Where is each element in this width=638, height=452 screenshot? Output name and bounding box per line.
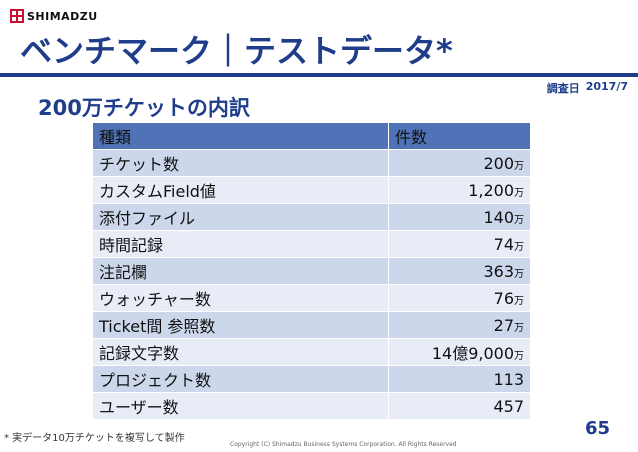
survey-date-label: 調査日 — [546, 82, 580, 95]
row-value-number: 140 — [483, 207, 514, 227]
row-label: チケット数 — [92, 149, 389, 177]
column-header-count: 件数 — [388, 122, 531, 150]
row-value-number: 1,200 — [468, 180, 514, 200]
row-value-number: 74 — [493, 234, 514, 254]
table-row: カスタムField値 1,200万 — [92, 176, 531, 204]
logo-text: SHIMADZU — [27, 9, 98, 23]
footnote: * 実データ10万チケットを複写して製作 — [4, 433, 185, 444]
row-value-unit: 万 — [514, 241, 524, 253]
table-row: 時間記録 74万 — [92, 230, 531, 258]
copyright-notice: Copyright (C) Shimadzu Business Systems … — [230, 441, 457, 448]
table-header-row: 種類 件数 — [92, 122, 531, 150]
slide-subtitle: 200万チケットの内訳 — [38, 96, 250, 120]
row-label: プロジェクト数 — [92, 365, 389, 393]
row-value-unit: 万 — [514, 295, 524, 307]
table-row: プロジェクト数 113 — [92, 365, 531, 393]
slide-title: ベンチマーク｜テストデータ* — [20, 32, 453, 70]
row-value-number: 457 — [493, 396, 524, 416]
shimadzu-logo-icon — [10, 9, 24, 23]
breakdown-table: 種類 件数 チケット数 200万 カスタムField値 1,200万 添付ファイル 140… — [92, 122, 531, 420]
row-value-number: 200 — [483, 153, 514, 173]
row-value: 76万 — [388, 284, 531, 312]
row-value: 14億9,000万 — [388, 338, 531, 366]
row-label: 添付ファイル — [92, 203, 389, 231]
survey-date-value: 2017/7 — [585, 80, 628, 93]
row-value: 74万 — [388, 230, 531, 258]
row-label: ユーザー数 — [92, 392, 389, 420]
row-value: 140万 — [388, 203, 531, 231]
row-value: 113 — [388, 365, 531, 393]
table-row: Ticket間 参照数 27万 — [92, 311, 531, 339]
survey-date: 調査日 2017/7 — [547, 80, 628, 96]
column-header-type: 種類 — [92, 122, 389, 150]
row-label: 記録文字数 — [92, 338, 389, 366]
row-value-unit: 万 — [514, 160, 524, 172]
row-value-number: 113 — [493, 369, 524, 389]
row-value-number: 14億9,000 — [431, 344, 514, 363]
row-label: ウォッチャー数 — [92, 284, 389, 312]
row-value: 27万 — [388, 311, 531, 339]
table-row: ユーザー数 457 — [92, 392, 531, 420]
table-row: 記録文字数 14億9,000万 — [92, 338, 531, 366]
row-value-number: 27 — [493, 315, 514, 335]
row-value: 200万 — [388, 149, 531, 177]
row-value: 363万 — [388, 257, 531, 285]
row-value-unit: 万 — [514, 351, 524, 362]
table-row: 添付ファイル 140万 — [92, 203, 531, 231]
row-value-unit: 万 — [514, 268, 524, 280]
table-row: ウォッチャー数 76万 — [92, 284, 531, 312]
table-row: 注記欄 363万 — [92, 257, 531, 285]
row-value-unit: 万 — [514, 214, 524, 226]
company-logo: SHIMADZU — [10, 8, 98, 24]
row-value-unit: 万 — [514, 322, 524, 334]
row-value-unit: 万 — [514, 187, 524, 199]
row-label: 注記欄 — [92, 257, 389, 285]
row-value-number: 363 — [483, 261, 514, 281]
page-number: 65 — [584, 418, 610, 439]
row-label: 時間記録 — [92, 230, 389, 258]
title-divider — [0, 73, 638, 77]
row-value: 457 — [388, 392, 531, 420]
row-value-number: 76 — [493, 288, 514, 308]
row-value: 1,200万 — [388, 176, 531, 204]
table-row: チケット数 200万 — [92, 149, 531, 177]
row-label: Ticket間 参照数 — [92, 311, 389, 339]
row-label: カスタムField値 — [92, 176, 389, 204]
